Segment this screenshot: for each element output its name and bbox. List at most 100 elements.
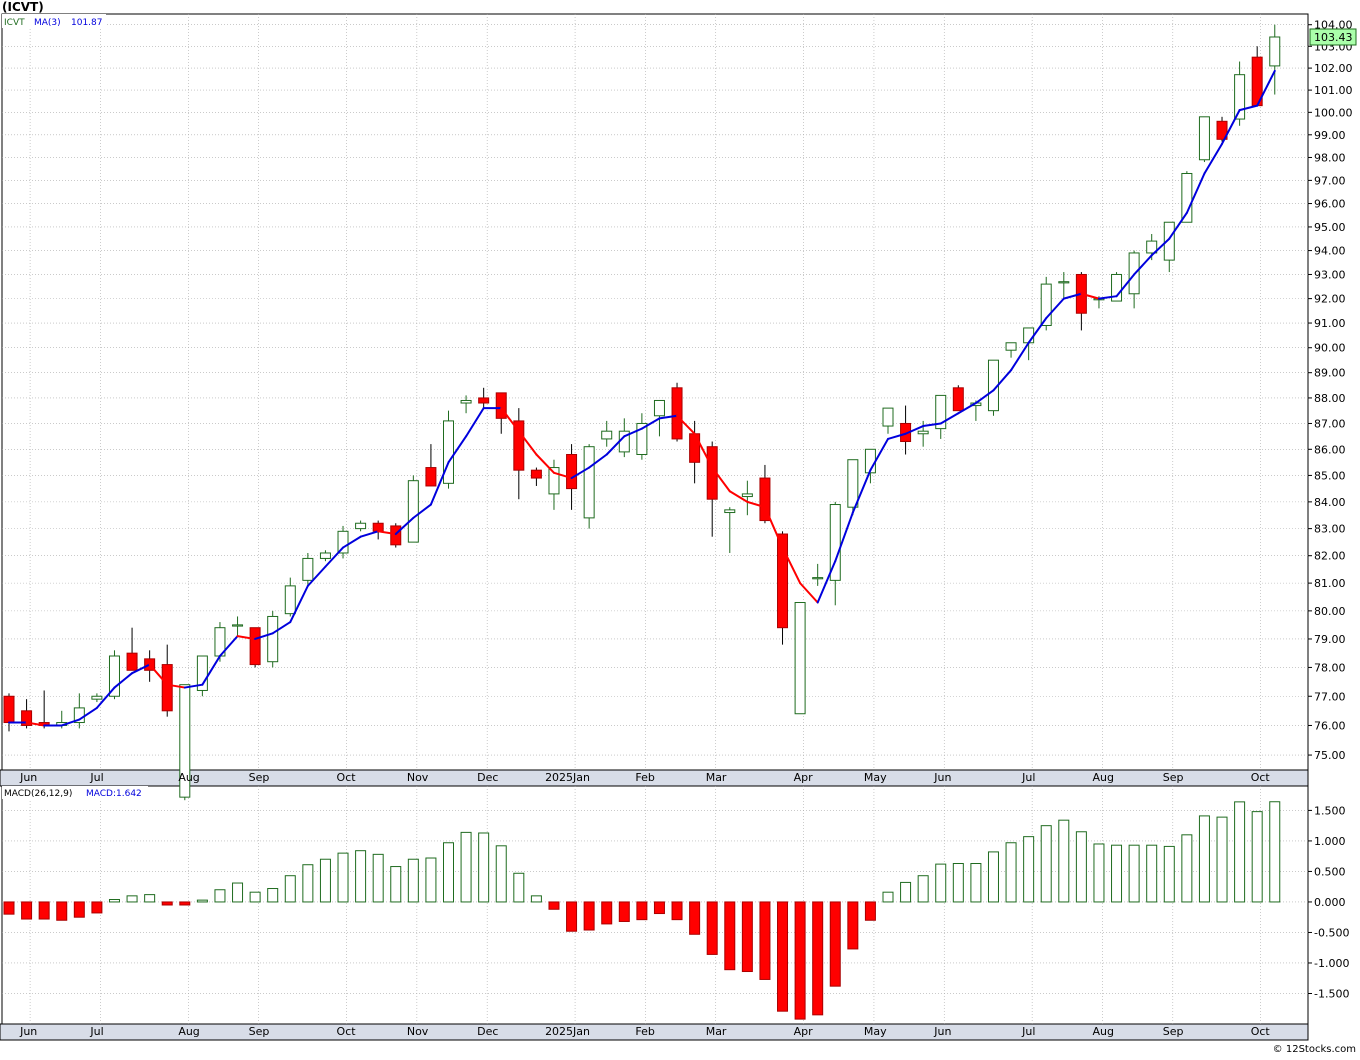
candle-body [671,387,683,440]
candle-body [267,615,279,663]
candle [232,616,244,637]
ma-line-segment [851,469,872,514]
macd-bar [777,901,789,1012]
price-tick-label: 80.00 [1314,605,1346,618]
macd-time-axis-label: Jul [1021,1025,1035,1038]
ma-line-segment [1062,292,1083,300]
ma-line-segment [1097,295,1118,300]
price-tick-label: 87.00 [1314,417,1346,430]
time-axis-label: Jun [933,771,951,784]
macd-bar [1058,819,1070,903]
macd-bar [1251,811,1263,903]
macd-bar [126,895,138,903]
candle-body [847,459,859,508]
candle-body [935,394,947,430]
candle-body [1058,281,1070,284]
macd-bar [179,901,191,906]
macd-bar [407,858,419,903]
macd-bar [882,891,894,903]
candle-body [425,467,437,487]
candle-body [108,655,120,697]
macd-bar [671,901,683,921]
price-tick-label: 95.00 [1314,221,1346,234]
ma-line-segment [640,417,661,430]
chart-title: (ICVT) [2,0,44,14]
macd-time-axis-label: May [864,1025,887,1038]
ma-line-segment [218,635,239,658]
candle-body [1023,327,1035,344]
macd-bar [794,901,806,1020]
macd-bar [987,851,999,903]
price-tick-label: 96.00 [1314,198,1346,211]
price-tick-label: 99.00 [1314,129,1346,142]
candle-body [636,422,648,455]
macd-tick-label: 1.500 [1314,804,1346,817]
time-axis-label: Sep [1163,771,1184,784]
macd-bar [460,831,472,903]
macd-bar [249,891,261,903]
macd-tick-label: -1.000 [1314,957,1349,970]
macd-bar [21,901,33,920]
price-tick-label: 92.00 [1314,293,1346,306]
macd-bar [548,901,560,910]
candle-body [777,533,789,629]
macd-time-axis-label: Mar [706,1025,727,1038]
price-tick-label: 93.00 [1314,268,1346,281]
macd-bar [530,895,542,903]
candle [284,577,296,617]
macd-bar [618,901,630,922]
candle [671,382,683,442]
ma-line-segment [113,672,134,689]
macd-time-axis-label: Oct [1251,1025,1271,1038]
price-tick-label: 79.00 [1314,633,1346,646]
ma-line-segment [412,503,432,519]
candle [513,408,525,500]
candle-body [724,509,736,514]
candle [478,387,490,409]
ma-line-segment [183,683,204,689]
candle [583,444,595,529]
ma-line-segment [254,632,274,640]
ma-line-segment [166,683,186,689]
price-tick-label: 94.00 [1314,245,1346,258]
macd-bar [829,901,841,987]
candle-body [548,467,560,495]
time-axis-label: Oct [337,771,357,784]
candle-body [355,522,367,530]
macd-time-axis-label: Dec [477,1025,498,1038]
candle-body [1163,221,1175,261]
candle [319,550,331,562]
ma-line-segment [131,663,151,675]
macd-bar [443,842,454,903]
macd-tick-label: -0.500 [1314,926,1349,939]
macd-bar [1234,801,1246,903]
candle [337,525,349,559]
macd-bar [917,875,929,903]
candle [196,655,208,697]
candle [601,420,613,447]
price-tick-label: 81.00 [1314,577,1346,590]
ma-line-segment [201,655,221,686]
candle-body [1198,116,1210,161]
macd-bar [1075,831,1087,903]
macd-bar [425,857,437,903]
ma-line-segment [904,425,925,435]
macd-bar [319,858,331,903]
macd-bar [724,901,736,971]
ma-line-segment [799,582,819,604]
macd-bar [38,901,50,920]
macd-legend-label: MACD(26,12,9) [4,789,72,799]
ma-line-segment [60,718,81,727]
price-tick-label: 88.00 [1314,392,1346,405]
macd-bar [1093,843,1105,903]
candle-body [478,397,490,404]
ma-line-segment [25,721,46,727]
macd-time-axis-label: Oct [337,1025,357,1038]
macd-tick-label: 0.000 [1314,896,1346,909]
candle [530,467,542,486]
candle-body [126,652,138,671]
candle [179,684,191,801]
ma-line-segment [1045,297,1065,320]
price-tick-label: 91.00 [1314,317,1346,330]
macd-bar [566,901,578,932]
